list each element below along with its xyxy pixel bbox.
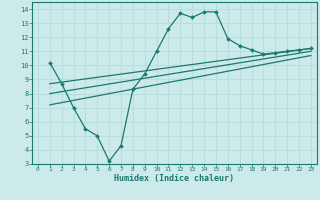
X-axis label: Humidex (Indice chaleur): Humidex (Indice chaleur)	[115, 174, 234, 183]
